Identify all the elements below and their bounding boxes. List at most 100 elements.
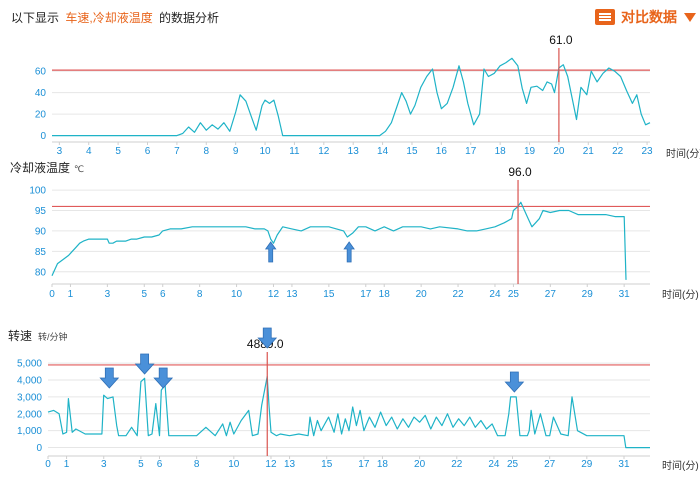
compare-icon: [595, 9, 615, 25]
x-tick-label: 5: [115, 146, 121, 157]
header: 以下显示 车速,冷却液温度 的数据分析 对比数据: [0, 0, 700, 34]
x-tick-label: 7: [174, 146, 180, 157]
x-tick-label: 11: [289, 146, 300, 157]
x-tick-label: 3: [105, 289, 111, 300]
annotation-arrow-down: [257, 327, 278, 349]
annotation-arrow-down: [134, 353, 155, 375]
x-tick-label: 14: [377, 146, 389, 157]
y-tick-label: 1,000: [17, 426, 42, 437]
y-tick-label: 4,000: [17, 375, 42, 386]
x-tick-label: 13: [286, 289, 298, 300]
annotation-arrow-down-shape: [504, 371, 525, 393]
x-tick-label: 20: [416, 289, 428, 300]
cursor-value-label: 96.0: [508, 165, 532, 179]
x-tick-label: 18: [377, 459, 389, 470]
x-tick-label: 27: [544, 459, 556, 470]
x-tick-label: 3: [57, 146, 63, 157]
y-tick-label: 5,000: [17, 359, 42, 370]
x-tick-label: 9: [233, 146, 239, 157]
x-tick-label: 15: [321, 459, 333, 470]
analysis-title: 以下显示 车速,冷却液温度 的数据分析: [11, 9, 219, 26]
x-tick-label: 6: [157, 459, 163, 470]
y-tick-label: 100: [29, 186, 46, 197]
series-line: [52, 57, 651, 137]
title-suffix: 的数据分析: [159, 11, 220, 25]
x-tick-label: 8: [197, 289, 203, 300]
selected-params[interactable]: 车速,冷却液温度: [65, 11, 153, 25]
x-tick-label: 3: [101, 459, 107, 470]
compare-data-button[interactable]: 对比数据: [595, 6, 696, 28]
x-tick-label: 8: [194, 459, 200, 470]
x-axis-label: 时间(分): [662, 459, 699, 472]
x-tick-label: 15: [323, 289, 335, 300]
x-tick-label: 17: [360, 289, 372, 300]
x-tick-label: 22: [452, 289, 464, 300]
chart-unit: ℃: [74, 164, 84, 174]
y-tick-label: 40: [35, 88, 47, 99]
y-tick-label: 0: [36, 443, 42, 454]
x-tick-label: 8: [203, 146, 209, 157]
x-tick-label: 13: [284, 459, 296, 470]
x-tick-label: 13: [348, 146, 360, 157]
x-axis-label: 时间(分): [666, 147, 700, 160]
chart-title: 转速: [8, 328, 32, 343]
y-tick-label: 0: [40, 131, 46, 142]
x-tick-label: 20: [414, 459, 426, 470]
y-tick-label: 60: [35, 67, 47, 78]
x-tick-label: 10: [231, 289, 243, 300]
speed-chart-panel: 0 20 40 60 3 4 5 6 7 8 9 10 11 12 13 14 15 16 17 18 19 20 21 22…: [0, 33, 700, 162]
x-tick-label: 22: [612, 146, 624, 157]
y-tick-label: 2,000: [17, 409, 42, 420]
x-tick-label: 23: [641, 146, 653, 157]
y-tick-label: 95: [35, 206, 47, 217]
annotation-arrow-down-shape: [99, 367, 120, 389]
x-tick-label: 25: [507, 459, 519, 470]
y-tick-label: 85: [35, 247, 47, 258]
x-tick-label: 10: [259, 146, 271, 157]
x-tick-label: 19: [524, 146, 536, 157]
coolant-chart-panel: 冷却液温度 ℃ 80 85 90 95 100 0 1 3 5 6 8 10 12 13 15 17 18 20 22 2…: [0, 160, 700, 310]
annotation-arrow-down-shape: [134, 353, 155, 375]
annotation-arrow-down: [99, 367, 120, 389]
annotation-arrow-down-shape: [153, 367, 174, 389]
y-tick-label: 20: [35, 110, 47, 121]
x-tick-label: 17: [465, 146, 477, 157]
x-tick-label: 5: [138, 459, 144, 470]
x-tick-label: 0: [45, 459, 51, 470]
x-tick-label: 1: [64, 459, 70, 470]
x-tick-label: 18: [379, 289, 391, 300]
x-tick-label: 18: [495, 146, 507, 157]
x-tick-label: 6: [160, 289, 166, 300]
annotation-arrow-up: [264, 241, 277, 263]
x-tick-label: 0: [49, 289, 55, 300]
x-tick-label: 12: [318, 146, 330, 157]
x-tick-label: 4: [86, 146, 92, 157]
annotation-arrow-up-shape: [264, 241, 277, 263]
annotation-arrow-up: [343, 241, 355, 263]
y-tick-label: 90: [35, 226, 47, 237]
annotation-arrow-down-shape: [257, 327, 278, 349]
x-tick-label: 12: [265, 459, 277, 470]
caret-down-icon[interactable]: [684, 12, 696, 22]
chart-unit: 转/分钟: [38, 331, 68, 342]
y-tick-label: 80: [35, 267, 47, 278]
y-tick-label: 3,000: [17, 392, 42, 403]
x-tick-label: 24: [488, 459, 500, 470]
x-tick-label: 16: [436, 146, 448, 157]
cursor-value-label: 61.0: [549, 33, 573, 47]
x-tick-label: 21: [583, 146, 595, 157]
x-tick-label: 31: [619, 289, 631, 300]
x-tick-label: 29: [581, 459, 593, 470]
chart-title: 冷却液温度: [10, 160, 70, 175]
annotation-arrow-up-shape: [343, 241, 355, 263]
title-prefix: 以下显示: [11, 11, 60, 25]
x-tick-label: 20: [553, 146, 565, 157]
speed-chart[interactable]: 0 20 40 60 3 4 5 6 7 8 9 10 11 12 13 14 15 16 17 18 19 20 21 22…: [0, 33, 700, 162]
compare-label: 对比数据: [621, 9, 677, 25]
series-line: [47, 375, 650, 449]
x-tick-label: 17: [358, 459, 370, 470]
x-tick-label: 24: [489, 289, 501, 300]
x-tick-label: 1: [68, 289, 74, 300]
